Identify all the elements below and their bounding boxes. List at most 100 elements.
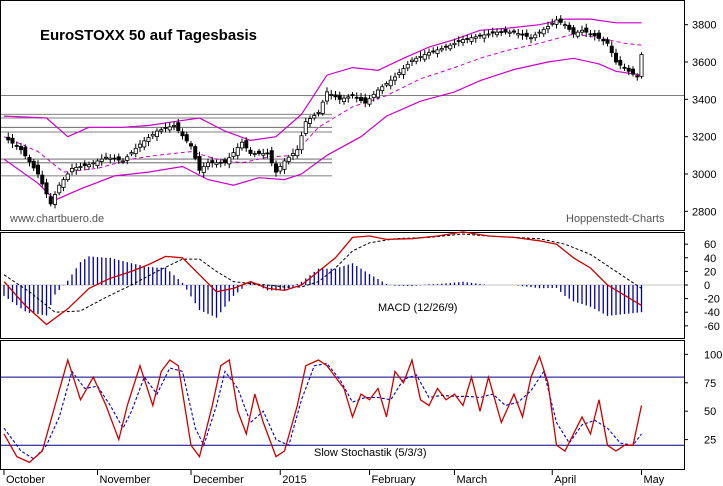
candle-66 bbox=[282, 160, 287, 170]
candle-12 bbox=[53, 194, 58, 205]
candle-97 bbox=[414, 57, 419, 62]
candlesticks bbox=[6, 15, 644, 209]
candle-95 bbox=[405, 63, 410, 69]
candle-27 bbox=[116, 156, 121, 161]
candle-20 bbox=[87, 164, 92, 168]
candle-34 bbox=[146, 137, 151, 142]
stoch-tick-label-75: 75 bbox=[704, 378, 716, 390]
candle-135 bbox=[575, 31, 580, 37]
candle-5 bbox=[23, 147, 28, 157]
macd-tick-label--40: -40 bbox=[704, 307, 720, 319]
x-tick-label-4: February bbox=[372, 474, 417, 486]
candle-3 bbox=[14, 145, 19, 147]
candle-130 bbox=[554, 19, 559, 25]
candle-131 bbox=[558, 18, 563, 23]
stoch-d-line bbox=[3, 362, 642, 460]
x-tick-label-6: April bbox=[554, 474, 576, 486]
candle-142 bbox=[605, 39, 610, 44]
candle-58 bbox=[248, 149, 253, 154]
candle-31 bbox=[133, 147, 138, 155]
x-tick-label-3: 2015 bbox=[282, 474, 306, 486]
candle-141 bbox=[601, 39, 606, 42]
bollinger-middle bbox=[3, 33, 642, 173]
candle-88 bbox=[375, 89, 380, 98]
candle-53 bbox=[227, 157, 232, 165]
candle-74 bbox=[316, 112, 321, 114]
candle-112 bbox=[477, 34, 482, 37]
candle-8 bbox=[36, 164, 41, 175]
stoch-tick-label-100: 100 bbox=[704, 349, 722, 361]
price-panel bbox=[0, 0, 685, 231]
candle-124 bbox=[529, 37, 534, 40]
candle-76 bbox=[324, 91, 329, 102]
candle-9 bbox=[40, 174, 45, 185]
candle-51 bbox=[218, 161, 223, 164]
candle-78 bbox=[333, 94, 338, 98]
candle-25 bbox=[108, 157, 113, 160]
candle-19 bbox=[82, 163, 87, 167]
candle-43 bbox=[184, 134, 189, 142]
candle-10 bbox=[44, 182, 49, 195]
candle-56 bbox=[239, 141, 244, 149]
macd-tick-label-0: 0 bbox=[704, 280, 710, 292]
candle-136 bbox=[580, 29, 585, 33]
candle-39 bbox=[167, 126, 172, 131]
candle-32 bbox=[137, 143, 142, 148]
stoch-k-line bbox=[3, 354, 643, 464]
candle-38 bbox=[163, 127, 168, 129]
candle-143 bbox=[609, 45, 614, 54]
candle-62 bbox=[265, 152, 270, 155]
candle-79 bbox=[337, 94, 342, 100]
candle-103 bbox=[439, 48, 444, 51]
candle-144 bbox=[614, 52, 619, 63]
candle-6 bbox=[27, 157, 32, 163]
candle-101 bbox=[431, 50, 436, 53]
macd-signal-line bbox=[3, 233, 642, 313]
candle-117 bbox=[499, 31, 504, 33]
watermark-right: Hoppenstedt-Charts bbox=[566, 213, 665, 225]
candle-127 bbox=[541, 28, 546, 35]
price-tick-label-3200: 3200 bbox=[692, 132, 716, 144]
candle-93 bbox=[397, 72, 402, 76]
candle-28 bbox=[121, 160, 126, 163]
candle-90 bbox=[384, 83, 389, 86]
candle-84 bbox=[358, 97, 363, 101]
candle-60 bbox=[256, 150, 261, 154]
candle-140 bbox=[597, 32, 602, 39]
x-tick-label-1: November bbox=[100, 474, 151, 486]
candle-33 bbox=[142, 140, 147, 148]
candle-77 bbox=[329, 93, 334, 96]
candle-50 bbox=[214, 162, 219, 165]
x-tick-label-5: March bbox=[457, 474, 488, 486]
bollinger-lower bbox=[3, 57, 642, 201]
candle-72 bbox=[307, 118, 312, 124]
candle-104 bbox=[443, 45, 448, 48]
candle-118 bbox=[503, 28, 508, 33]
candle-42 bbox=[180, 131, 185, 137]
candle-128 bbox=[546, 26, 551, 30]
candle-113 bbox=[482, 34, 487, 39]
x-tick-label-2: December bbox=[193, 474, 244, 486]
candle-63 bbox=[269, 150, 274, 164]
stochastic-series bbox=[1, 354, 684, 464]
candle-59 bbox=[252, 153, 257, 155]
candle-94 bbox=[401, 68, 406, 75]
candle-7 bbox=[31, 160, 36, 169]
candle-119 bbox=[507, 31, 512, 34]
candle-122 bbox=[520, 33, 525, 36]
x-tick-label-0: October bbox=[6, 474, 45, 486]
macd-tick-label--20: -20 bbox=[704, 294, 720, 306]
candle-148 bbox=[631, 68, 636, 75]
candle-26 bbox=[112, 157, 117, 160]
x-tick-label-7: May bbox=[644, 474, 665, 486]
candle-64 bbox=[273, 163, 278, 173]
candle-13 bbox=[57, 184, 62, 194]
candle-47 bbox=[201, 166, 206, 173]
candle-46 bbox=[197, 156, 202, 171]
candle-15 bbox=[65, 173, 70, 180]
candle-23 bbox=[99, 158, 104, 162]
macd-tick-label-40: 40 bbox=[704, 253, 716, 265]
candle-138 bbox=[588, 33, 593, 36]
candle-57 bbox=[244, 140, 249, 149]
